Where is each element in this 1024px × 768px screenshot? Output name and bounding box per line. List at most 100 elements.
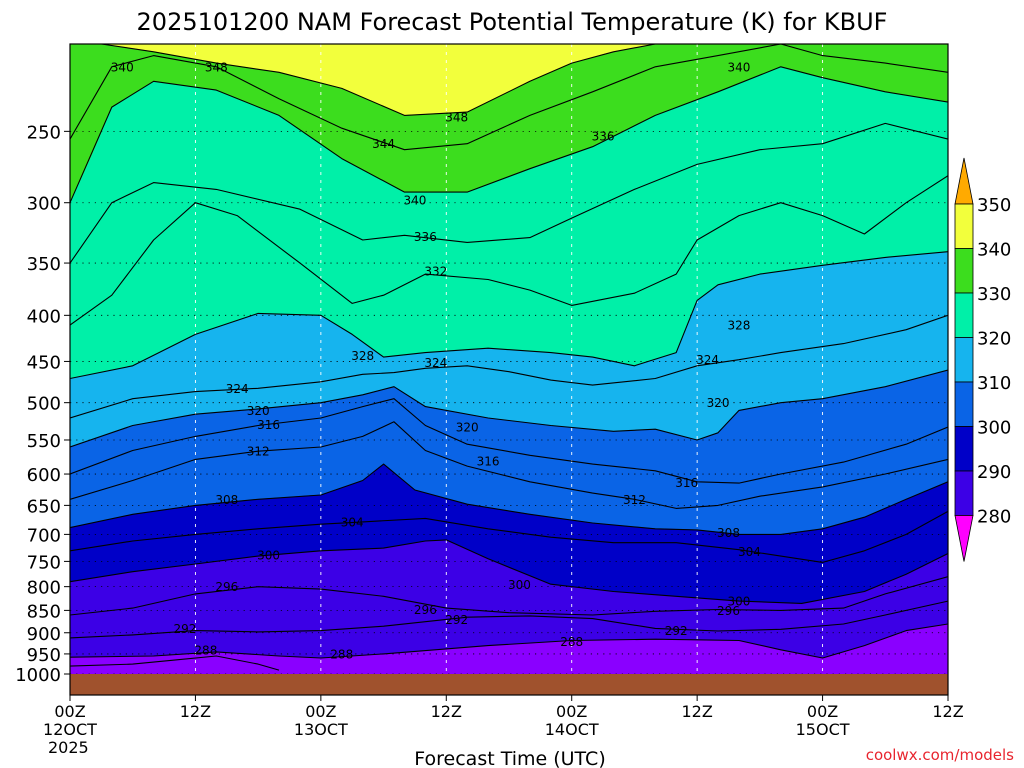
contour-label: 304 [738, 545, 761, 559]
isentrope-line [70, 44, 948, 151]
colorbar-segment [954, 203, 974, 249]
contour-label: 308 [717, 526, 740, 540]
colorbar-segment [954, 426, 974, 472]
contour-label: 344 [372, 137, 395, 151]
chart-title: 2025101200 NAM Forecast Potential Temper… [137, 8, 888, 36]
y-tick-label: 300 [27, 194, 61, 215]
contour-label: 316 [675, 476, 698, 490]
contour-label: 332 [424, 264, 447, 278]
y-tick-label: 800 [27, 578, 61, 599]
y-tick-label: 950 [27, 645, 61, 666]
plot-frame [69, 43, 949, 696]
contour-labels: 340 348 344 348 340 336 332 336 340 328 328 324 324 3… [111, 60, 761, 661]
isentrope-lines [70, 44, 948, 671]
isentrope-line [70, 576, 948, 616]
colorbar-tick-label: 280 [977, 507, 1011, 528]
colorbar-tick-label: 290 [977, 462, 1011, 483]
y-tick-label: 350 [27, 254, 61, 275]
contour-label: 340 [403, 194, 426, 208]
contour-label: 340 [111, 60, 134, 74]
contour-label: 324 [226, 382, 249, 396]
y-tick-label: 500 [27, 394, 61, 415]
contour-label: 316 [257, 418, 280, 432]
isentrope-line [70, 655, 280, 671]
contour-label: 336 [414, 230, 437, 244]
contour-label: 336 [592, 130, 615, 144]
contour-label: 300 [257, 549, 280, 563]
colorbar-segment [954, 381, 974, 427]
y-tick-label: 450 [27, 352, 61, 373]
contour-label: 296 [215, 580, 238, 594]
colorbar-tick-label: 340 [977, 240, 1011, 261]
colorbar-under-triangle [954, 515, 974, 562]
contour-label: 288 [330, 647, 353, 661]
colorbar-segment [954, 248, 974, 294]
y-tick-label: 750 [27, 552, 61, 573]
colorbar-tick-label: 350 [977, 195, 1011, 216]
x-tick-label: 12Z [681, 702, 712, 721]
contour-label: 296 [717, 604, 740, 618]
colorbar-legend: 350 340 330 320 310 300 290 280 [954, 157, 1011, 562]
isentrope-line [70, 539, 948, 604]
contour-label: 300 [727, 595, 750, 609]
isentrope-line [70, 66, 948, 203]
contour-label: 320 [707, 396, 730, 410]
x-tick-label: 12Z [431, 702, 462, 721]
y-tick-label: 1000 [15, 665, 61, 686]
y-axis: 2503003504004505005506006507007508008509… [15, 122, 70, 686]
colorbar-segment [954, 292, 974, 338]
contour-label: 340 [727, 60, 750, 74]
y-tick-label: 900 [27, 624, 61, 645]
colorbar-segment [954, 470, 974, 516]
isentrope-line [70, 421, 948, 509]
colorbar-tick-label: 320 [977, 329, 1011, 350]
colorbar-segment [954, 337, 974, 383]
contour-label: 324 [424, 356, 447, 370]
contour-label: 296 [414, 603, 437, 617]
contour-label: 328 [727, 318, 750, 332]
isentrope-line [70, 251, 948, 380]
contour-label: 312 [247, 445, 270, 459]
colorbar-over-triangle [954, 157, 974, 205]
contour-label: 292 [665, 624, 688, 638]
colorbar-tick-label: 310 [977, 373, 1011, 394]
y-tick-label: 600 [27, 465, 61, 486]
contour-label: 320 [247, 404, 270, 418]
x-tick-label: 12OCT [43, 720, 97, 739]
x-tick-label: 00Z [54, 702, 85, 721]
y-tick-label: 400 [27, 306, 61, 327]
credit-link[interactable]: coolwx.com/models [866, 746, 1014, 764]
contour-label: 312 [623, 493, 646, 507]
isentrope-line [70, 510, 948, 563]
x-tick-label: 12Z [932, 702, 963, 721]
contour-label: 324 [696, 353, 719, 367]
x-tick-label: 14OCT [545, 720, 599, 739]
colorbar-tick-label: 330 [977, 284, 1011, 305]
contour-label: 288 [560, 635, 583, 649]
contour-label: 348 [205, 60, 228, 74]
colorbar-tick-label: 300 [977, 418, 1011, 439]
contour-label: 304 [341, 515, 364, 529]
isentrope-line [70, 600, 948, 639]
x-tick-label: 13OCT [294, 720, 348, 739]
contour-band [70, 655, 948, 674]
isentrope-line [101, 44, 656, 116]
isentrope-line [70, 122, 948, 264]
contour-label: 320 [456, 420, 479, 434]
x-tick-label: 00Z [556, 702, 587, 721]
filled-contours [70, 44, 948, 674]
y-tick-label: 250 [27, 122, 61, 143]
ground-bar [70, 674, 948, 695]
contour-label: 348 [445, 110, 468, 124]
contour-label: 308 [215, 493, 238, 507]
x-tick-label: 2025 [48, 738, 89, 757]
isentrope-line [70, 463, 948, 535]
x-tick-label: 00Z [807, 702, 838, 721]
contour-label: 316 [477, 454, 500, 468]
x-axis-label: Forecast Time (UTC) [414, 748, 605, 768]
isentrope-line [70, 175, 948, 326]
isentrope-line [70, 623, 948, 659]
contour-label: 292 [174, 622, 197, 636]
